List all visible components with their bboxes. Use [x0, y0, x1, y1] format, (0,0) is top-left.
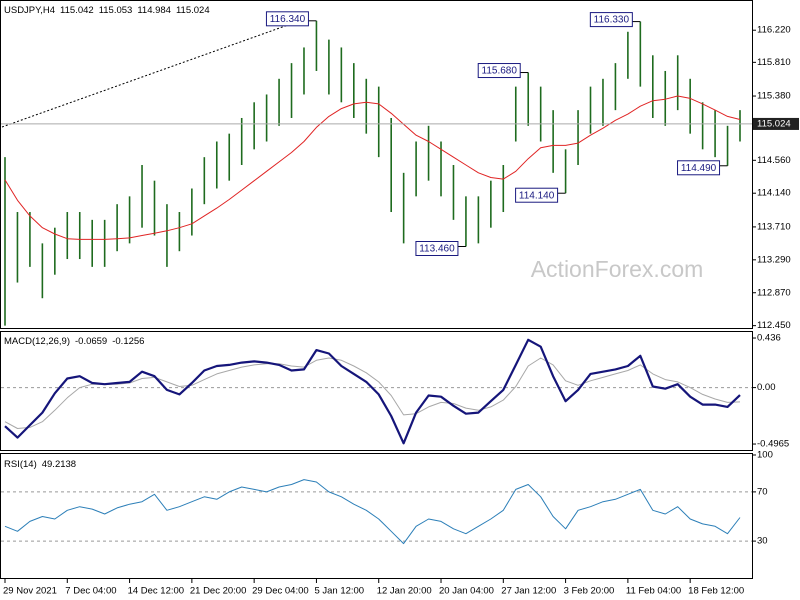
- x-tick-label: 11 Feb 04:00: [626, 586, 681, 597]
- last-price-box: [753, 117, 799, 130]
- readout-item: RSI(14): [4, 459, 37, 470]
- readout-item: 49.2138: [42, 459, 76, 470]
- x-tick-label: 21 Dec 20:00: [190, 586, 247, 597]
- x-tick-label: 14 Dec 12:00: [128, 586, 185, 597]
- indicator-readout: USDJPY,H4 115.042 115.053 114.984 115.024: [4, 5, 210, 16]
- y-tick-label: 114.560: [757, 155, 791, 166]
- readout-item: 115.053: [99, 5, 133, 16]
- rsi-line: [4, 479, 741, 545]
- readout-item: 114.984: [137, 5, 171, 16]
- macd-panel-frame: [0, 331, 753, 451]
- x-tick-label: 12 Jan 20:00: [377, 586, 432, 597]
- y-tick-label: -0.4965: [757, 439, 789, 450]
- indicator-readout: RSI(14) 49.2138: [4, 459, 76, 470]
- readout-item: -0.0659: [75, 336, 107, 347]
- y-tick-label: 115.810: [757, 57, 791, 68]
- y-tick-label: 116.220: [757, 25, 791, 36]
- macd-signal-line: [4, 357, 741, 429]
- x-tick-label: 29 Nov 2021: [3, 586, 57, 597]
- annotation-box: [515, 187, 559, 203]
- y-tick-label: 114.140: [757, 188, 791, 199]
- annotation-label: 113.460: [419, 244, 455, 255]
- x-tick-label: 20 Jan 04:00: [439, 586, 494, 597]
- y-tick-label: 70: [757, 486, 768, 497]
- annotation-label: 114.490: [681, 163, 717, 174]
- y-tick-label: 0.00: [757, 382, 776, 393]
- x-tick-label: 29 Dec 04:00: [252, 586, 309, 597]
- y-tick-label: 0.436: [757, 333, 781, 344]
- readout-item: 115.042: [60, 5, 94, 16]
- y-tick-label: 112.870: [757, 287, 791, 298]
- x-tick-label: 27 Jan 12:00: [501, 586, 556, 597]
- annotation-box: [415, 241, 459, 256]
- y-tick-label: 100: [757, 449, 773, 460]
- x-tick-label: 3 Feb 20:00: [564, 586, 615, 597]
- moving-average-line: [4, 95, 741, 240]
- readout-item: -0.1256: [112, 336, 144, 347]
- last-price-label: 115.024: [757, 118, 791, 129]
- annotation-label: 116.340: [270, 14, 306, 25]
- readout-item: MACD(12,26,9): [4, 336, 70, 347]
- annotation-box: [265, 11, 309, 27]
- annotation-box: [477, 63, 521, 79]
- annotation-box: [677, 160, 721, 176]
- y-tick-label: 115.380: [757, 91, 791, 102]
- y-tick-label: 113.710: [757, 221, 791, 232]
- y-tick-label: 112.450: [757, 320, 791, 331]
- y-tick-label: 113.290: [757, 254, 791, 265]
- annotation-box: [589, 12, 633, 28]
- readout-item: USDJPY,H4: [4, 5, 55, 16]
- watermark: ActionForex.com: [531, 256, 704, 282]
- macd-main-line: [4, 338, 741, 445]
- readout-item: 115.024: [176, 5, 210, 16]
- trend-line: [1, 19, 303, 128]
- x-tick-label: 7 Dec 04:00: [65, 586, 116, 597]
- annotation-label: 115.680: [482, 66, 518, 77]
- rsi-panel-frame: [0, 453, 753, 579]
- price-panel-frame: [0, 0, 753, 329]
- annotation-label: 114.140: [519, 190, 555, 201]
- y-tick-label: 30: [757, 536, 768, 547]
- x-tick-label: 18 Feb 12:00: [688, 586, 744, 597]
- indicator-readout: MACD(12,26,9) -0.0659 -0.1256: [4, 336, 144, 347]
- annotation-label: 116.330: [594, 15, 630, 26]
- x-tick-label: 5 Jan 12:00: [314, 586, 364, 597]
